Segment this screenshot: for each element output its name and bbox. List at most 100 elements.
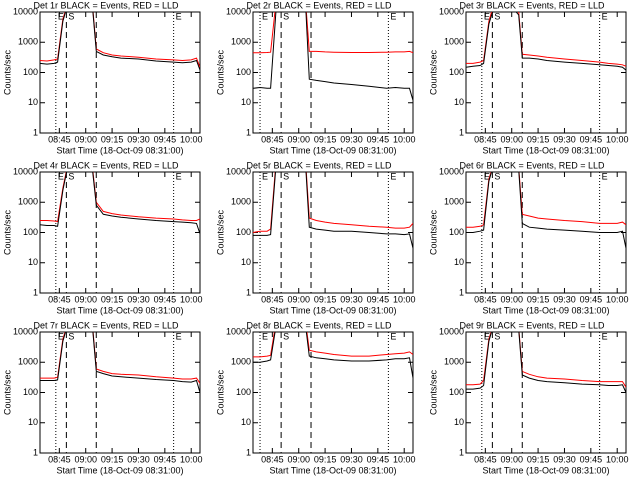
x-tick-label: 09:15	[101, 294, 124, 304]
series-line	[40, 172, 200, 235]
panel: Det 6r BLACK = Events, RED = LLD 1 10 100 10…	[428, 160, 628, 315]
y-tick-label: 1	[459, 127, 464, 137]
y-tick-label: 1000	[231, 197, 251, 207]
x-axis-label: Start Time (18-Oct-09 08:31:00)	[269, 145, 396, 155]
y-tick-label: 1	[246, 287, 251, 297]
x-tick-label: 09:45	[367, 454, 390, 464]
panel: Det 8r BLACK = Events, RED = LLD 1 10 100 10…	[215, 320, 415, 475]
panel: Det 1r BLACK = Events, RED = LLD 1 10 100 10…	[2, 0, 202, 155]
marker-label: E	[602, 171, 608, 181]
x-tick-label: 10:00	[180, 134, 203, 144]
x-axis-label: Start Time (18-Oct-09 08:31:00)	[269, 305, 396, 315]
y-tick-label: 10	[241, 417, 251, 427]
y-axis-label: Counts/sec	[428, 369, 438, 415]
y-tick-label: 1000	[231, 37, 251, 47]
y-axis-label: Counts/sec	[2, 209, 12, 255]
x-tick-label: 10:00	[180, 294, 203, 304]
marker-label: S	[494, 171, 500, 181]
y-tick-label: 1	[459, 447, 464, 457]
y-axis-label: Counts/sec	[215, 49, 225, 95]
y-tick-label: 1000	[444, 37, 464, 47]
y-tick-label: 10	[28, 417, 38, 427]
panel-title: Det 2r BLACK = Events, RED = LLD	[246, 0, 392, 10]
panel: Det 9r BLACK = Events, RED = LLD 1 10 100 10…	[428, 320, 628, 475]
panel-title: Det 8r BLACK = Events, RED = LLD	[246, 320, 392, 330]
y-tick-label: 1	[33, 287, 38, 297]
series-line	[466, 332, 626, 388]
y-tick-label: 10000	[226, 6, 251, 16]
y-tick-label: 10000	[226, 166, 251, 176]
y-tick-label: 1000	[18, 197, 38, 207]
marker-label: S	[283, 171, 289, 181]
marker-label: E	[484, 331, 490, 341]
y-tick-label: 10	[454, 257, 464, 267]
y-axis-label: Counts/sec	[428, 49, 438, 95]
marker-label: E	[262, 331, 268, 341]
y-tick-label: 1000	[231, 357, 251, 367]
y-tick-label: 100	[449, 387, 464, 397]
x-axis-label: Start Time (18-Oct-09 08:31:00)	[482, 465, 609, 475]
x-tick-label: 08:45	[474, 454, 497, 464]
x-tick-label: 08:45	[48, 134, 71, 144]
marker-label: E	[58, 11, 64, 21]
x-tick-label: 08:45	[48, 294, 71, 304]
y-tick-label: 100	[23, 227, 38, 237]
series-line	[466, 172, 626, 249]
marker-label: E	[602, 11, 608, 21]
x-tick-label: 09:30	[553, 294, 576, 304]
panel-title: Det 3r BLACK = Events, RED = LLD	[459, 0, 605, 10]
y-axis-label: Counts/sec	[2, 369, 12, 415]
y-tick-label: 100	[23, 387, 38, 397]
x-tick-label: 09:45	[580, 454, 603, 464]
panel: Det 2r BLACK = Events, RED = LLD 1 10 100 10…	[215, 0, 415, 155]
marker-label: E	[176, 11, 182, 21]
x-tick-label: 09:30	[553, 134, 576, 144]
marker-label: E	[390, 11, 396, 21]
x-tick-label: 09:15	[527, 294, 550, 304]
y-tick-label: 1000	[444, 197, 464, 207]
y-tick-label: 100	[236, 387, 251, 397]
x-tick-label: 08:45	[474, 134, 497, 144]
y-tick-label: 1	[246, 447, 251, 457]
x-tick-label: 09:30	[340, 134, 363, 144]
series-group	[253, 332, 413, 379]
x-tick-label: 08:45	[261, 294, 284, 304]
y-tick-label: 10000	[13, 166, 38, 176]
y-tick-label: 10	[454, 97, 464, 107]
y-axis-label: Counts/sec	[428, 209, 438, 255]
x-tick-label: 09:00	[287, 134, 310, 144]
series-line	[253, 332, 413, 379]
x-tick-label: 10:00	[393, 454, 416, 464]
x-tick-label: 09:00	[74, 454, 97, 464]
y-tick-label: 10000	[226, 326, 251, 336]
y-tick-label: 10000	[439, 326, 464, 336]
series-line	[253, 12, 413, 101]
marker-label: E	[176, 171, 182, 181]
y-tick-label: 10	[454, 417, 464, 427]
x-tick-label: 08:45	[261, 134, 284, 144]
series-line	[253, 172, 413, 249]
marker-label: E	[176, 331, 182, 341]
y-tick-label: 1	[33, 127, 38, 137]
x-tick-label: 09:00	[74, 294, 97, 304]
series-line	[466, 12, 626, 71]
x-axis-label: Start Time (18-Oct-09 08:31:00)	[56, 305, 183, 315]
y-tick-label: 100	[236, 67, 251, 77]
marker-label: E	[602, 331, 608, 341]
x-tick-label: 10:00	[393, 134, 416, 144]
panel-title: Det 4r BLACK = Events, RED = LLD	[33, 160, 179, 170]
x-tick-label: 09:30	[553, 454, 576, 464]
y-tick-label: 100	[236, 227, 251, 237]
x-tick-label: 09:30	[340, 294, 363, 304]
y-axis-label: Counts/sec	[2, 49, 12, 95]
marker-label: S	[283, 11, 289, 21]
y-tick-label: 10000	[13, 326, 38, 336]
x-tick-label: 09:45	[154, 134, 177, 144]
y-tick-label: 10000	[439, 6, 464, 16]
x-tick-label: 09:45	[154, 454, 177, 464]
marker-label: S	[494, 331, 500, 341]
x-tick-label: 09:15	[314, 294, 337, 304]
y-tick-label: 1000	[18, 37, 38, 47]
y-tick-label: 10	[28, 257, 38, 267]
series-group	[466, 12, 626, 71]
